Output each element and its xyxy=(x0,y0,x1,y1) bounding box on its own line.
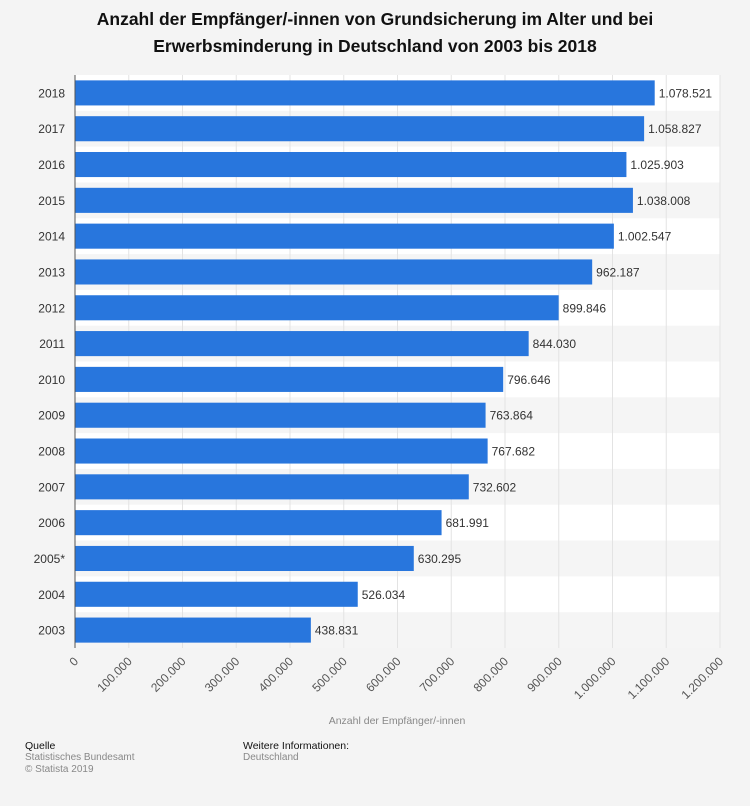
value-label: 1.078.521 xyxy=(659,86,713,100)
x-tick-label: 300.000 xyxy=(202,654,243,695)
category-label: 2011 xyxy=(39,337,65,351)
value-label: 526.034 xyxy=(362,588,406,602)
bar xyxy=(75,617,311,643)
info-line: Deutschland xyxy=(243,752,299,763)
category-label: 2003 xyxy=(38,624,65,638)
source-block: Quelle Statistisches Bundesamt © Statist… xyxy=(25,740,135,776)
bar xyxy=(75,366,504,392)
source-line: Statistisches Bundesamt xyxy=(25,752,135,763)
category-label: 2017 xyxy=(38,122,65,136)
x-tick-label: 400.000 xyxy=(256,654,297,695)
category-label: 2004 xyxy=(38,588,65,602)
bar xyxy=(75,80,655,106)
value-label: 732.602 xyxy=(473,480,517,494)
bar xyxy=(75,295,559,321)
chart-title: Anzahl der Empfänger/-innen von Grundsic… xyxy=(96,9,654,56)
bar xyxy=(75,331,529,357)
bar xyxy=(75,545,414,572)
value-label: 844.030 xyxy=(533,337,577,351)
value-label: 962.187 xyxy=(596,265,640,279)
x-tick-label: 200.000 xyxy=(148,654,189,695)
bar xyxy=(75,223,614,249)
bar xyxy=(75,474,469,500)
value-label: 1.025.903 xyxy=(630,158,684,172)
bar xyxy=(75,151,627,178)
category-label: 2010 xyxy=(38,373,65,387)
copyright-line: © Statista 2019 xyxy=(25,764,94,775)
x-tick-label: 600.000 xyxy=(363,654,404,695)
x-tick-label: 100.000 xyxy=(94,654,135,695)
category-label: 2016 xyxy=(38,158,65,172)
value-label: 767.682 xyxy=(492,445,536,459)
value-label: 1.058.827 xyxy=(648,122,702,136)
info-heading: Weitere Informationen: xyxy=(243,740,350,752)
bar xyxy=(75,187,633,213)
x-tick-label: 800.000 xyxy=(471,654,512,695)
category-label: 2009 xyxy=(38,409,65,423)
category-label: 2014 xyxy=(38,230,65,244)
category-label: 2005* xyxy=(34,552,66,566)
category-label: 2015 xyxy=(38,194,65,208)
category-label: 2012 xyxy=(38,301,65,315)
x-tick-label: 900.000 xyxy=(524,654,565,695)
category-label: 2018 xyxy=(38,86,65,100)
x-tick-label: 1.000.000 xyxy=(571,654,619,702)
bar xyxy=(75,438,488,464)
value-label: 630.295 xyxy=(418,552,462,566)
value-label: 899.846 xyxy=(563,301,607,315)
value-label: 1.002.547 xyxy=(618,230,672,244)
category-label: 2007 xyxy=(38,480,65,494)
x-tick-label: 700.000 xyxy=(417,654,458,695)
value-label: 681.991 xyxy=(446,516,490,530)
category-label: 2013 xyxy=(38,265,65,279)
value-label: 763.864 xyxy=(490,409,534,423)
x-axis-title: Anzahl der Empfänger/-innen xyxy=(329,715,466,727)
value-label: 796.646 xyxy=(507,373,551,387)
x-tick-label: 0 xyxy=(66,654,81,669)
x-tick-label: 1.100.000 xyxy=(625,654,673,702)
bar xyxy=(75,510,442,536)
category-label: 2008 xyxy=(38,445,65,459)
bar xyxy=(75,402,486,428)
bar-chart: 1.078.521 2018 1.058.827 2017 1.025.903 2016 1… xyxy=(34,75,726,727)
source-heading: Quelle xyxy=(25,740,56,752)
category-label: 2006 xyxy=(38,516,65,530)
x-tick-label: 1.200.000 xyxy=(678,654,726,702)
bar xyxy=(75,581,358,607)
x-tick-label: 500.000 xyxy=(309,654,350,695)
bar xyxy=(75,116,645,142)
value-label: 438.831 xyxy=(315,624,359,638)
bar xyxy=(75,259,593,285)
value-label: 1.038.008 xyxy=(637,194,691,208)
info-block: Weitere Informationen: Deutschland xyxy=(243,740,349,764)
